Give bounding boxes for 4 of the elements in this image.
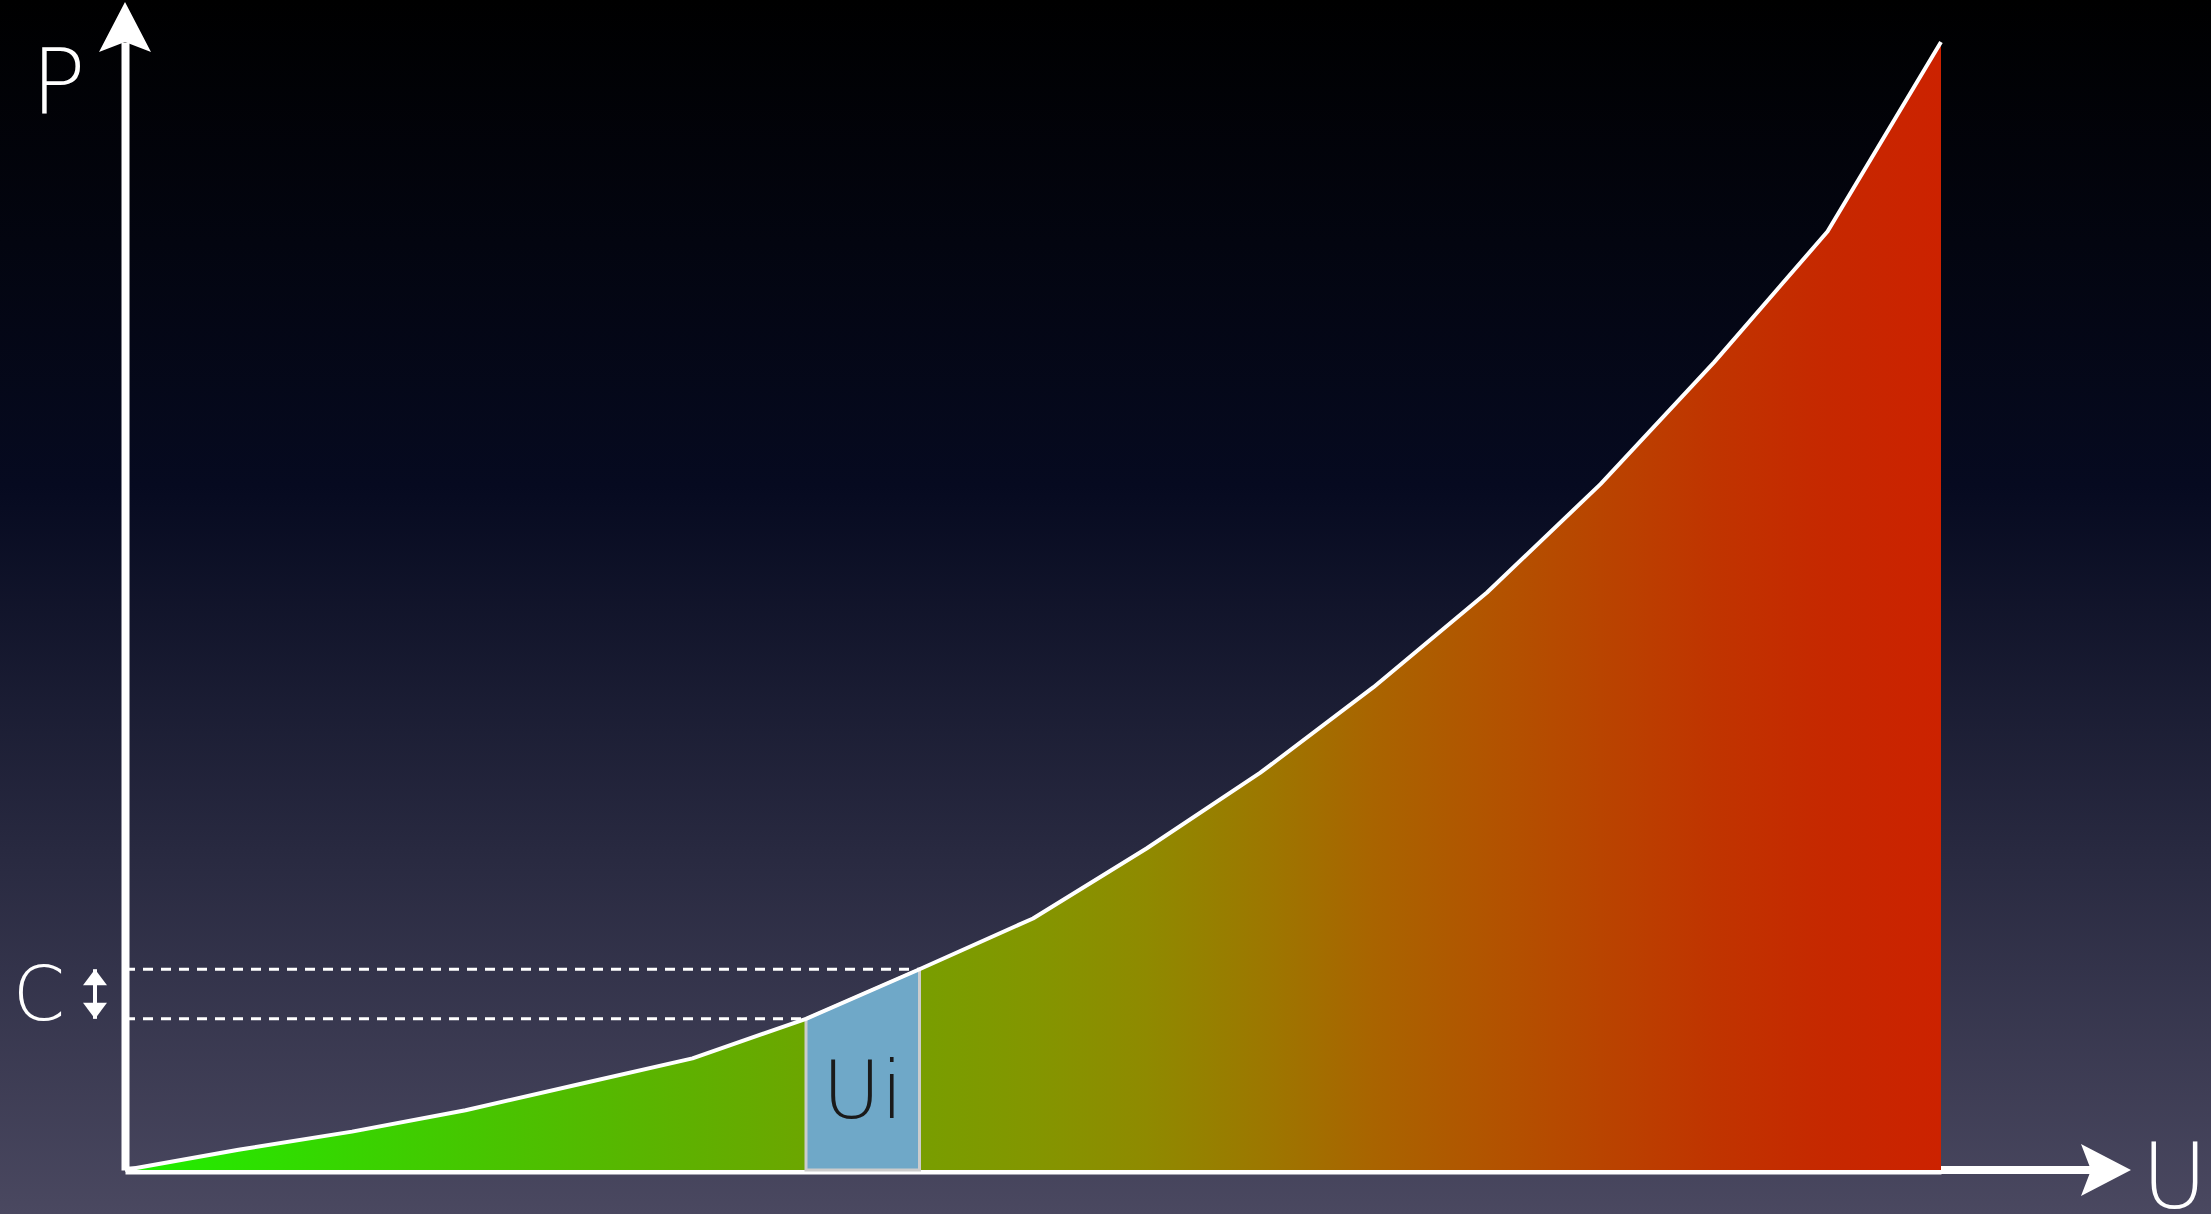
- series-label: Ui: [822, 1044, 904, 1137]
- x-axis-title: U: [2141, 1123, 2208, 1214]
- y-axis-title: P: [31, 29, 86, 135]
- text: C: [12, 950, 65, 1039]
